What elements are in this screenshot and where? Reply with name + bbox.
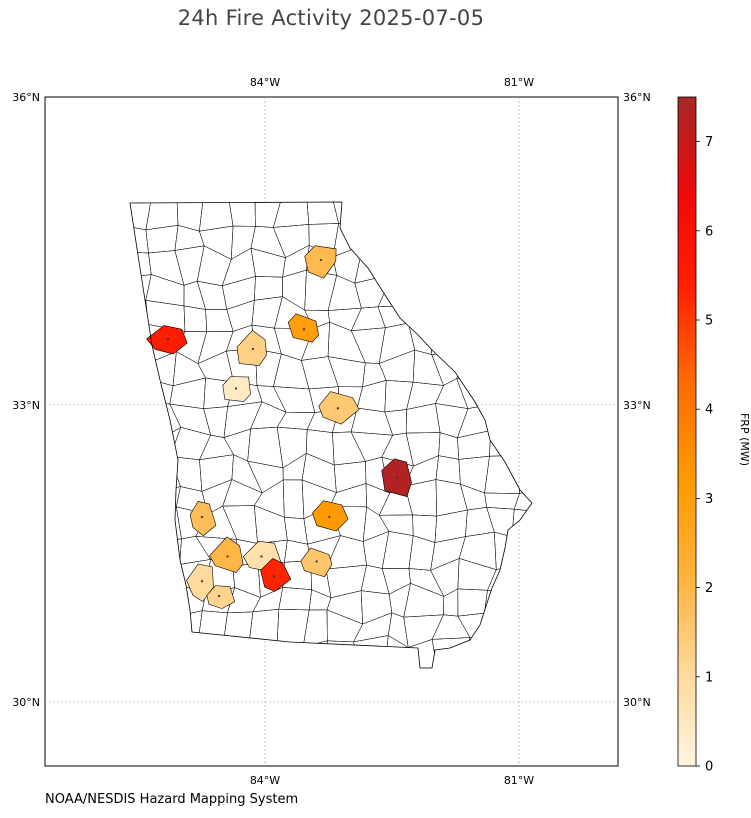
fire-point: [226, 555, 229, 558]
lat-tick-right: 36°N: [623, 91, 651, 104]
colorbar-tick-label: 5: [705, 314, 713, 329]
lat-tick-right: 33°N: [623, 399, 651, 412]
fire-point: [336, 407, 339, 410]
lat-tick-right: 30°N: [623, 696, 651, 709]
colorbar: [677, 96, 697, 767]
fire-point: [260, 555, 263, 558]
fire-county: [312, 500, 349, 532]
lat-tick-left: 36°N: [12, 91, 40, 104]
fire-county: [318, 391, 360, 425]
county: [513, 485, 532, 513]
georgia-state: [129, 201, 533, 669]
georgia-outline: [129, 201, 533, 669]
lat-tick-left: 30°N: [12, 696, 40, 709]
fire-county: [304, 245, 337, 279]
fire-point: [166, 338, 170, 341]
source-credit: NOAA/NESDIS Hazard Mapping System: [45, 792, 299, 807]
colorbar-tick-label: 3: [705, 492, 713, 507]
fire-county: [206, 585, 236, 609]
fire-point: [217, 594, 221, 598]
fire-counties: [146, 245, 412, 609]
colorbar-tick-label: 7: [705, 135, 713, 150]
colorbar-tick-label: 1: [705, 670, 713, 685]
fire-county: [209, 536, 244, 573]
lat-tick-left: 33°N: [12, 399, 40, 412]
gridlines: [45, 97, 618, 766]
colorbar-ticks: 0 1 2 3 4 5 6 7: [696, 135, 713, 775]
fire-county: [287, 313, 320, 343]
fire-county: [146, 325, 188, 355]
map-title: 24h Fire Activity 2025-07-05: [177, 6, 485, 30]
fire-point: [319, 258, 322, 262]
fire-point: [315, 560, 318, 563]
lon-tick-bottom: 84°W: [250, 774, 280, 787]
lon-tick-top: 84°W: [250, 76, 280, 89]
fire-county: [260, 558, 292, 592]
fire-point: [273, 575, 276, 578]
lon-tick-bottom: 81°W: [504, 774, 534, 787]
colorbar-tick-label: 0: [705, 760, 713, 775]
fire-point: [328, 515, 331, 519]
fire-point: [234, 387, 238, 390]
fire-county: [236, 330, 267, 366]
lon-tick-top: 81°W: [504, 76, 534, 89]
fire-county: [186, 563, 214, 602]
colorbar-tick-label: 2: [705, 581, 713, 596]
axis-tick-labels: 84°W 84°W 81°W 81°W 36°N 36°N 33°N 33°N 30°N 30°N: [12, 76, 650, 787]
fire-point: [200, 515, 204, 519]
fire-point: [200, 580, 204, 583]
colorbar-tick-label: 6: [705, 224, 713, 239]
fire-point: [251, 347, 255, 351]
colorbar-label: FRP (MW): [738, 412, 751, 467]
fire-county: [189, 501, 217, 537]
fire-point: [302, 328, 306, 331]
colorbar-tick-label: 4: [705, 403, 713, 418]
fire-point: [396, 476, 399, 479]
